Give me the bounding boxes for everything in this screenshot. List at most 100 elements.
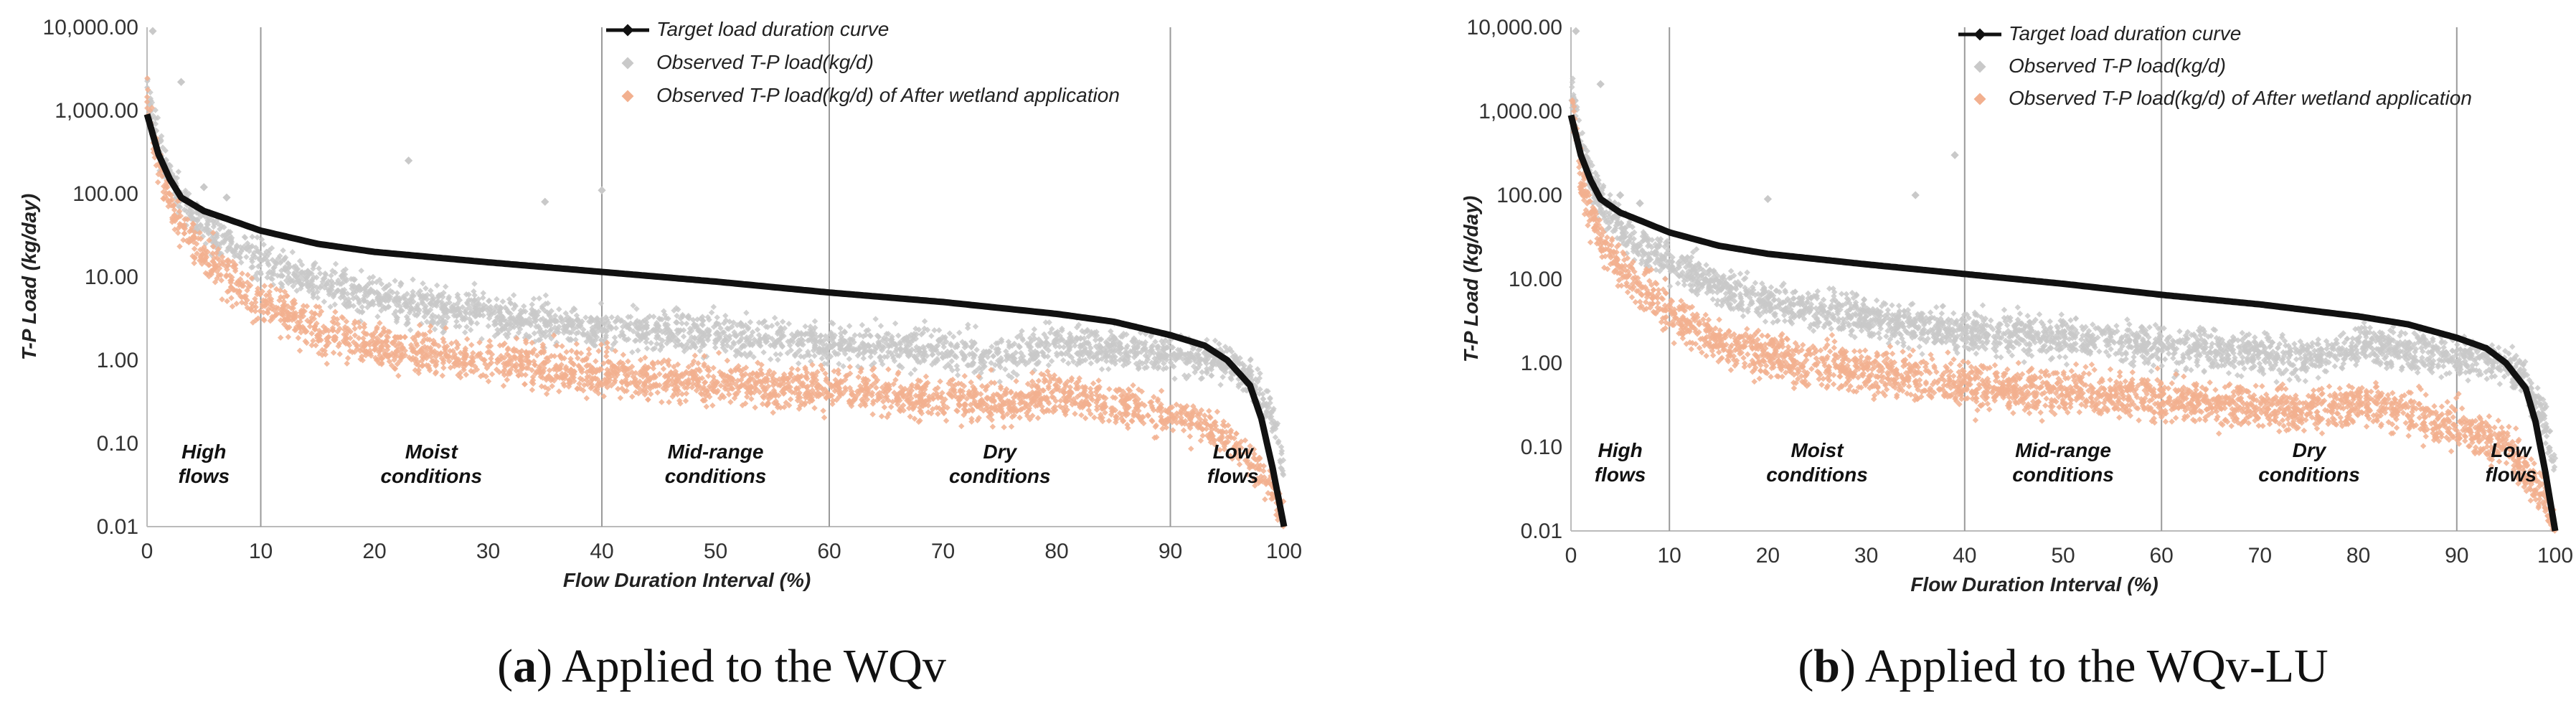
observed-point xyxy=(955,372,961,378)
observed-point xyxy=(1105,366,1111,372)
after-wetland-point xyxy=(704,403,709,409)
after-wetland-point xyxy=(1181,428,1186,433)
observed-point xyxy=(928,333,934,339)
observed-point xyxy=(908,371,914,377)
observed-point xyxy=(420,281,425,286)
observed-point xyxy=(837,325,843,331)
after-wetland-point xyxy=(261,283,267,288)
x-tick-label: 10 xyxy=(249,540,273,563)
observed-point xyxy=(878,323,884,329)
observed-point xyxy=(374,314,380,319)
observed-point xyxy=(778,352,783,357)
after-wetland-point xyxy=(344,360,349,366)
observed-point xyxy=(434,283,440,288)
after-wetland-point xyxy=(331,349,336,355)
x-tick-label: 20 xyxy=(362,540,386,563)
observed-point xyxy=(743,310,749,316)
observed-point xyxy=(511,292,516,298)
x-tick-label: 100 xyxy=(1266,540,1302,563)
after-wetland-point xyxy=(847,364,853,370)
observed-point xyxy=(1171,376,1177,382)
observed-point xyxy=(755,326,760,332)
observed-point xyxy=(635,347,641,353)
observed-point xyxy=(407,327,413,333)
observed-point xyxy=(486,323,491,329)
observed-point xyxy=(474,320,480,326)
figure-canvas: 0.010.101.0010.00100.001,000.0010,000.00… xyxy=(0,0,2576,706)
after-wetland-point xyxy=(181,230,187,236)
after-wetland-point xyxy=(726,391,732,397)
after-wetland-point xyxy=(821,415,827,420)
after-wetland-point xyxy=(559,343,565,349)
observed-point xyxy=(786,321,792,326)
observed-point xyxy=(613,325,619,331)
after-wetland-point xyxy=(345,355,351,361)
observed-point xyxy=(410,276,415,282)
y-tick-label: 100.00 xyxy=(72,182,138,206)
after-wetland-point xyxy=(593,358,598,364)
observed-point xyxy=(471,281,477,286)
observed-point xyxy=(711,303,717,309)
observed-point xyxy=(681,334,687,339)
observed-point xyxy=(321,298,327,304)
y-tick-label: 1.00 xyxy=(97,349,138,372)
after-wetland-point xyxy=(770,410,775,415)
observed-point xyxy=(867,354,873,359)
after-wetland-point xyxy=(923,373,929,379)
after-wetland-point xyxy=(618,395,623,400)
observed-point xyxy=(954,363,960,369)
observed-point xyxy=(760,349,766,355)
observed-point xyxy=(709,309,714,315)
observed-point xyxy=(500,298,506,304)
observed-point xyxy=(243,254,249,260)
after-wetland-point xyxy=(552,353,557,359)
observed-point xyxy=(456,324,462,329)
observed-point xyxy=(531,296,537,301)
after-wetland-point xyxy=(705,373,711,379)
observed-point xyxy=(859,322,865,328)
observed-point xyxy=(358,268,364,273)
after-wetland-point xyxy=(869,411,875,417)
observed-point xyxy=(462,329,468,335)
observed-point xyxy=(892,321,898,326)
y-tick-label: 0.10 xyxy=(97,432,138,456)
observed-point xyxy=(1032,326,1037,332)
observed-point xyxy=(1199,369,1204,375)
observed-point xyxy=(480,290,486,296)
observed-point xyxy=(674,319,679,325)
x-tick-label: 40 xyxy=(590,540,613,563)
observed-point xyxy=(238,260,244,265)
observed-point xyxy=(648,340,654,346)
observed-point xyxy=(965,321,971,327)
observed-point xyxy=(532,330,537,336)
observed-point xyxy=(802,324,808,329)
after-wetland-point xyxy=(464,336,470,342)
after-wetland-point xyxy=(529,387,535,392)
observed-point xyxy=(712,344,718,350)
observed-point xyxy=(176,169,181,174)
observed-point xyxy=(598,301,604,306)
after-wetland-point xyxy=(962,373,968,379)
observed-point xyxy=(775,357,780,362)
observed-point xyxy=(249,234,255,240)
observed-point xyxy=(1209,372,1214,378)
after-wetland-point xyxy=(1106,386,1112,392)
observed-point xyxy=(543,292,549,298)
after-wetland-point xyxy=(219,296,225,302)
after-wetland-point xyxy=(440,372,445,378)
observed-point xyxy=(973,324,978,329)
observed-point xyxy=(956,330,962,336)
observed-point xyxy=(392,278,397,283)
observed-point xyxy=(280,248,286,253)
observed-point xyxy=(722,313,728,319)
observed-point xyxy=(747,319,753,325)
x-tick-label: 30 xyxy=(476,540,500,563)
after-wetland-point xyxy=(547,367,552,373)
observed-point xyxy=(1046,319,1052,325)
observed-point xyxy=(443,283,448,289)
observed-point xyxy=(772,315,778,321)
y-tick-label: 10.00 xyxy=(85,265,138,289)
after-wetland-point xyxy=(486,338,492,344)
observed-point xyxy=(333,261,339,267)
after-wetland-point xyxy=(1072,410,1077,416)
